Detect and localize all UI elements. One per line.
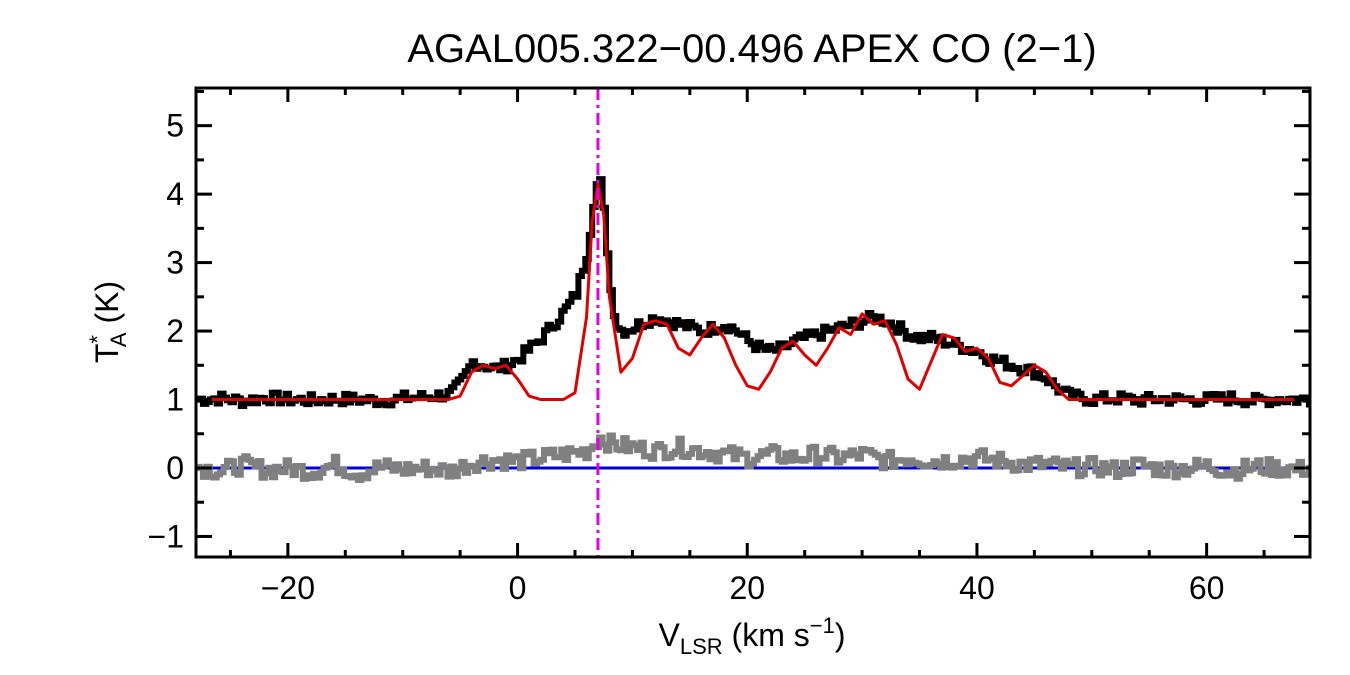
y-tick-label: 2 [166,313,184,349]
y-tick-label: 0 [166,450,184,486]
x-tick-label: −20 [261,570,315,606]
y-tick-label: 1 [166,382,184,418]
x-tick-label: 20 [729,570,765,606]
series-group [196,176,1310,483]
y-tick-label: −1 [148,518,184,554]
x-tick-label: 0 [509,570,527,606]
chart-title: AGAL005.322−00.496 APEX CO (2−1) [407,27,1096,71]
y-axis-label-main: T [89,344,125,364]
x-tick-label: 60 [1189,570,1225,606]
x-tick-label: 40 [959,570,995,606]
y-axis-label: T*A (K) [85,281,131,363]
y-tick-label: 5 [166,108,184,144]
model-fit-line [196,182,1310,401]
y-axis-label-rest: (K) [89,281,125,333]
plot-area [196,88,1310,557]
y-axis-label-sub: A [106,332,131,347]
y-tick-label: 3 [166,245,184,281]
x-axis-label-sup: −1 [810,613,835,638]
x-axis-label: VLSR (km s−1) [659,613,846,659]
x-axis-label-close: ) [835,617,846,653]
x-axis-label-sub: LSR [680,634,723,659]
y-tick-label: 4 [166,176,184,212]
x-axis-label-main: V [659,617,681,653]
x-axis-label-rest: (km s [723,617,810,653]
observed-spectrum [196,176,1310,409]
residual-spectrum [196,432,1310,483]
y-axis-label-sup: * [85,335,110,344]
axes-frame [194,86,1312,559]
axis-ticks: −20 0 20 40 60 −1 0 1 2 3 4 5 [148,88,1310,606]
